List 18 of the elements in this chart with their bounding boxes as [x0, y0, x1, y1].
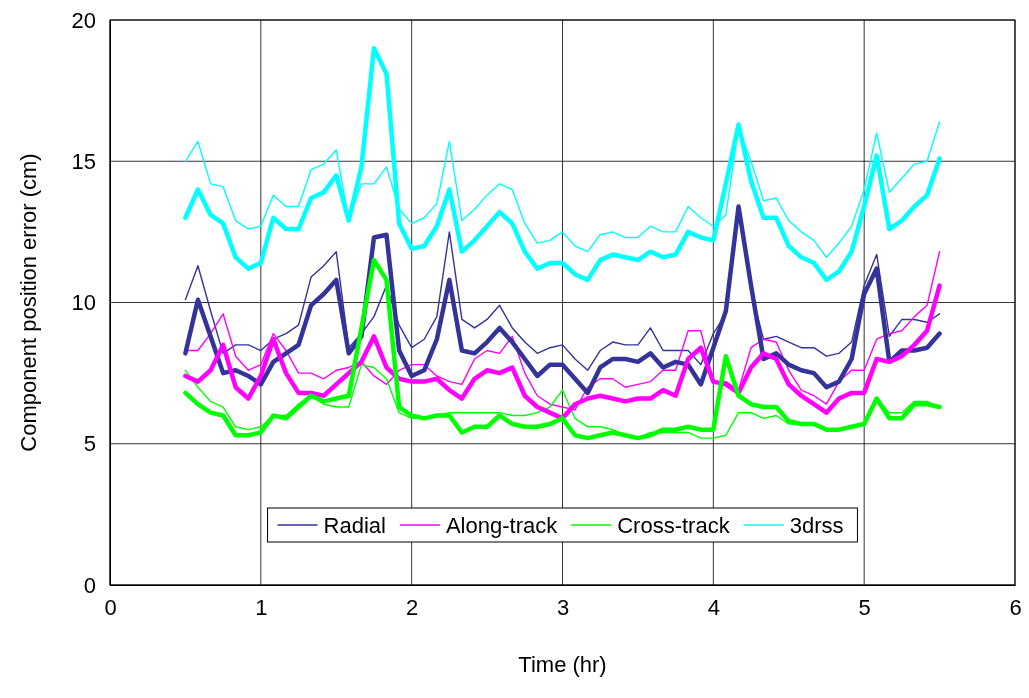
x-tick-label: 0	[104, 594, 117, 620]
x-tick-label: 5	[858, 594, 871, 620]
y-tick-label: 0	[83, 572, 96, 598]
x-tick-label: 4	[707, 594, 720, 620]
legend-label: Cross-track	[617, 513, 731, 538]
y-tick-label: 15	[71, 148, 96, 174]
legend-label: 3drss	[789, 513, 844, 538]
legend-label: Along-track	[445, 513, 559, 538]
x-tick-label: 3	[556, 594, 570, 620]
y-tick-label: 5	[83, 431, 96, 457]
y-axis-title: Component position error (cm)	[16, 153, 41, 452]
legend-label: Radial	[323, 513, 386, 538]
x-tick-label: 2	[406, 594, 419, 620]
y-tick-label: 10	[71, 290, 96, 316]
y-tick-label: 20	[71, 7, 96, 33]
x-tick-label: 6	[1009, 594, 1022, 620]
x-axis-title: Time (hr)	[518, 652, 607, 677]
x-tick-label: 1	[255, 594, 268, 620]
